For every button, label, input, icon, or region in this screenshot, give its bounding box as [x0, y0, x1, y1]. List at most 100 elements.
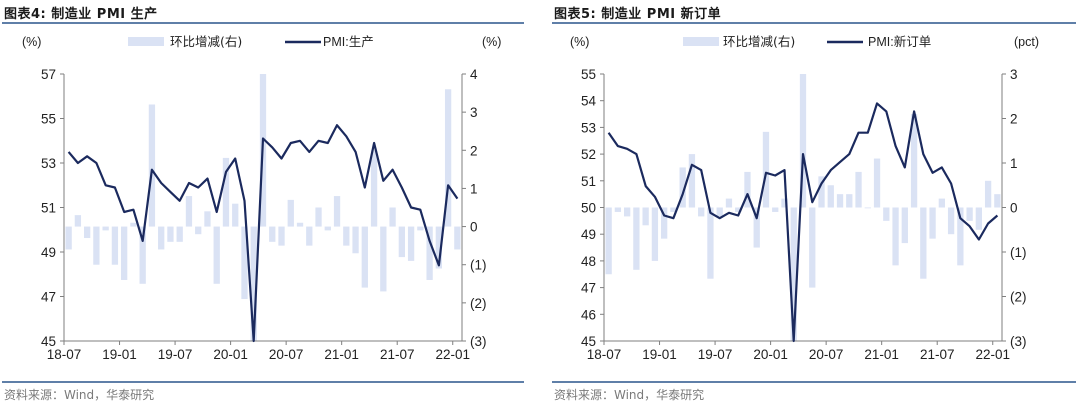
x-tick-label: 21-01 [324, 347, 359, 362]
bar-mom-change [753, 207, 760, 248]
bar-mom-change [222, 157, 230, 227]
title-rule [552, 22, 1076, 24]
x-tick-label: 22-01 [435, 347, 470, 362]
bar-mom-change [407, 226, 415, 261]
bar-mom-change [966, 207, 973, 221]
bar-mom-change [454, 226, 461, 250]
right-tick-label: 4 [470, 67, 478, 82]
x-tick-label: 20-07 [809, 347, 844, 362]
source-rule [552, 381, 1076, 383]
left-axis-unit: (%) [22, 35, 41, 49]
x-tick-label: 21-07 [380, 347, 415, 362]
bar-mom-change [809, 207, 816, 288]
bar-mom-change [398, 226, 405, 258]
right-tick-label: (3) [470, 334, 487, 349]
bar-mom-change [975, 207, 983, 230]
bar-mom-change [65, 226, 72, 250]
legend-bar-label: 环比增减(右) [170, 34, 242, 49]
bar-mom-change [287, 199, 294, 227]
bar-mom-change [929, 207, 936, 239]
bar-mom-change [333, 196, 341, 227]
bar-mom-change [744, 171, 751, 208]
bar-mom-change [306, 226, 313, 246]
legend-bar-swatch [128, 37, 164, 46]
chart-svg: (%) (%)环比增减(右) PMI:生产5755535149474543210(1… [22, 34, 501, 362]
right-tick-label: (1) [1010, 245, 1027, 260]
bar-mom-change [204, 211, 211, 227]
legend-bar-swatch [683, 37, 719, 46]
bar-mom-change [139, 226, 146, 284]
bar-mom-change [232, 203, 239, 227]
bar-mom-change [167, 226, 174, 242]
bar-mom-change [444, 89, 452, 227]
bar-mom-change [707, 207, 714, 279]
right-tick-label: (3) [1010, 334, 1027, 349]
left-tick-label: 46 [581, 307, 596, 322]
bar-mom-change [901, 207, 908, 244]
bar-mom-change [994, 194, 1001, 208]
bar-mom-change [111, 226, 119, 265]
chart-title: 图表5: 制造业 PMI 新订单 [554, 7, 722, 22]
right-tick-label: 3 [470, 105, 478, 120]
x-tick-label: 20-01 [753, 347, 788, 362]
left-tick-label: 45 [41, 334, 56, 349]
x-tick-label: 18-07 [587, 347, 622, 362]
bar-mom-change [873, 158, 881, 208]
bar-mom-change [762, 131, 770, 208]
legend-line-label: PMI:新订单 [868, 34, 931, 49]
bar-mom-change [269, 226, 276, 242]
right-tick-label: (2) [470, 296, 487, 311]
bar-mom-change [361, 226, 368, 288]
left-tick-label: 52 [581, 147, 596, 162]
x-tick-label: 20-07 [269, 347, 304, 362]
left-tick-label: 57 [41, 67, 56, 82]
left-tick-label: 47 [581, 281, 596, 296]
bar-mom-change [688, 154, 696, 208]
x-tick-label: 19-07 [158, 347, 193, 362]
left-tick-label: 53 [581, 120, 596, 135]
bar-mom-change [435, 226, 443, 269]
bar-mom-change [818, 176, 825, 208]
right-tick-label: 2 [1010, 112, 1018, 127]
left-axis-unit: (%) [570, 35, 589, 49]
title-rule [2, 22, 524, 24]
bar-mom-change [827, 185, 834, 208]
x-tick-label: 18-07 [47, 347, 82, 362]
source-note: 资料来源：Wind，华泰研究 [554, 388, 705, 402]
left-tick-label: 55 [41, 112, 56, 127]
bar-mom-change [781, 198, 788, 208]
chart-panel-new-orders: 图表5: 制造业 PMI 新订单 (%) (pct) 环比增减(右) PMI:新订单 5… [540, 0, 1080, 410]
chart-svg: (%) (pct) 环比增减(右) PMI:新订单 55 54 53 52 51 50 49 48 47… [570, 34, 1039, 362]
bar-mom-change [195, 226, 202, 235]
bar-mom-change [846, 194, 853, 208]
bar-mom-change [938, 198, 945, 208]
bar-mom-change [315, 207, 322, 227]
bar-mom-change [855, 171, 862, 208]
left-tick-label: 51 [41, 201, 56, 216]
bar-mom-change [920, 207, 927, 279]
bar-mom-change [93, 226, 100, 265]
bar-mom-change [679, 167, 686, 208]
x-tick-label: 19-01 [642, 347, 677, 362]
bar-mom-change [892, 207, 899, 266]
bar-mom-change [241, 226, 248, 300]
bar-mom-change [102, 226, 109, 231]
bar-mom-change [296, 222, 304, 227]
bar-mom-change [670, 207, 677, 212]
x-tick-label: 21-07 [920, 347, 955, 362]
bar-mom-change [947, 207, 955, 235]
left-tick-label: 45 [581, 334, 596, 349]
bar-mom-change [417, 226, 424, 231]
bar-mom-change [725, 198, 733, 208]
bar-mom-change [213, 226, 220, 284]
pmi-line [67, 124, 459, 343]
right-tick-label: 1 [470, 181, 478, 196]
bar-mom-change [370, 150, 378, 227]
left-tick-label: 47 [41, 290, 56, 305]
bar-mom-change [735, 207, 742, 212]
bar-mom-change [661, 207, 668, 239]
bar-mom-change [633, 207, 640, 270]
left-tick-label: 49 [581, 227, 596, 242]
source-note: 资料来源：Wind，华泰研究 [4, 388, 155, 402]
bar-mom-change [426, 226, 433, 280]
